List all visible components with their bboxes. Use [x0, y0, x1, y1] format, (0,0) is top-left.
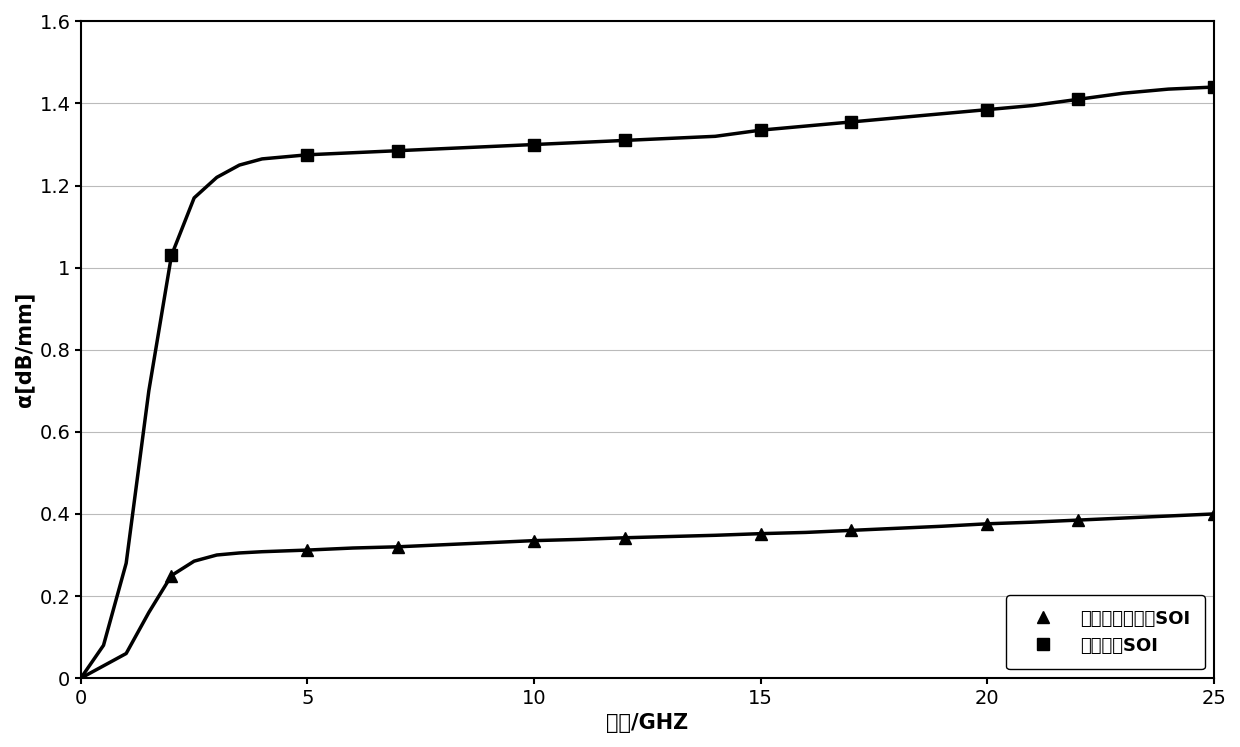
本发明做衬底的SOI	[980, 519, 994, 528]
本发明做衬底的SOI	[527, 536, 542, 545]
其它衬底SOI	[843, 117, 858, 126]
其它衬底SOI	[1207, 83, 1221, 92]
其它衬底SOI	[527, 140, 542, 149]
本发明做衬底的SOI	[1207, 509, 1221, 518]
其它衬底SOI	[980, 105, 994, 114]
其它衬底SOI	[1070, 95, 1085, 104]
本发明做衬底的SOI	[300, 545, 315, 554]
本发明做衬底的SOI	[164, 571, 179, 580]
其它衬底SOI	[391, 146, 405, 155]
本发明做衬底的SOI	[843, 526, 858, 535]
其它衬底SOI	[618, 136, 632, 145]
本发明做衬底的SOI	[1070, 515, 1085, 524]
其它衬底SOI	[164, 251, 179, 260]
本发明做衬底的SOI	[753, 529, 768, 538]
Line: 本发明做衬底的SOI: 本发明做衬底的SOI	[166, 509, 1219, 581]
本发明做衬底的SOI	[391, 542, 405, 551]
Y-axis label: α[dB/mm]: α[dB/mm]	[14, 292, 33, 407]
本发明做衬底的SOI	[618, 533, 632, 542]
Legend: 本发明做衬底的SOI, 其它衬底SOI: 本发明做衬底的SOI, 其它衬底SOI	[1006, 595, 1204, 669]
Line: 其它衬底SOI: 其它衬底SOI	[166, 81, 1219, 261]
其它衬底SOI	[300, 150, 315, 159]
其它衬底SOI	[753, 125, 768, 134]
X-axis label: 频率/GHZ: 频率/GHZ	[606, 713, 688, 733]
